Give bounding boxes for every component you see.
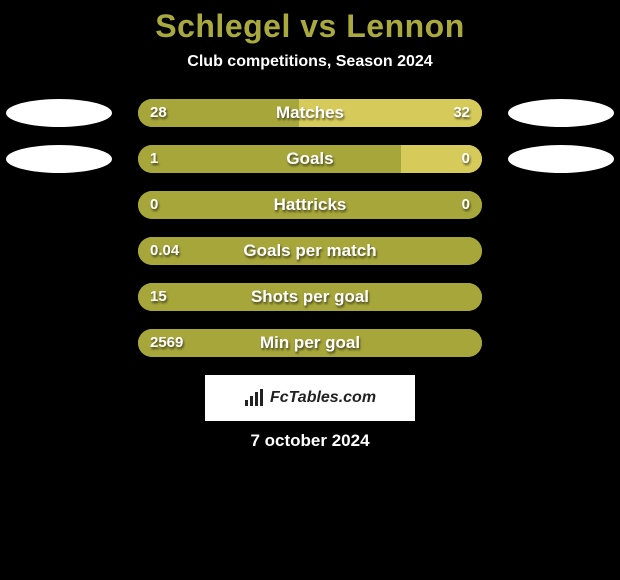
player-ellipse-left xyxy=(6,145,112,173)
stat-row: Hattricks0 0 xyxy=(0,191,620,219)
stat-label: Goals xyxy=(138,145,482,173)
stat-value-left: 0 xyxy=(150,191,158,219)
stat-value-left: 28 xyxy=(150,99,167,127)
stat-bar: Min per goal2569 xyxy=(138,329,482,357)
chart-icon xyxy=(244,389,266,407)
attribution-text: FcTables.com xyxy=(270,389,376,407)
attribution-badge: FcTables.com xyxy=(205,375,415,421)
stat-value-right: 32 xyxy=(453,99,470,127)
stat-bar: Goals per match0.04 xyxy=(138,237,482,265)
stat-bar: Shots per goal15 xyxy=(138,283,482,311)
stat-bar: Hattricks0 0 xyxy=(138,191,482,219)
comparison-infographic: Schlegel vs Lennon Club competitions, Se… xyxy=(0,0,620,451)
stat-bar: Matches28 32 xyxy=(138,99,482,127)
stat-value-left: 0.04 xyxy=(150,237,179,265)
player-ellipse-right xyxy=(508,99,614,127)
stat-value-right: 0 xyxy=(462,145,470,173)
stat-row: Matches28 32 xyxy=(0,99,620,127)
stat-row: Goals per match0.04 xyxy=(0,237,620,265)
stat-row: Goals1 0 xyxy=(0,145,620,173)
stat-label: Matches xyxy=(138,99,482,127)
stat-value-left: 2569 xyxy=(150,329,183,357)
player-ellipse-left xyxy=(6,99,112,127)
stat-value-left: 15 xyxy=(150,283,167,311)
stat-label: Hattricks xyxy=(138,191,482,219)
stat-label: Shots per goal xyxy=(138,283,482,311)
stat-row: Min per goal2569 xyxy=(0,329,620,357)
player-ellipse-right xyxy=(508,145,614,173)
date-label: 7 october 2024 xyxy=(0,431,620,451)
stat-bar: Goals1 0 xyxy=(138,145,482,173)
page-subtitle: Club competitions, Season 2024 xyxy=(0,53,620,71)
page-title: Schlegel vs Lennon xyxy=(0,8,620,45)
stat-label: Goals per match xyxy=(138,237,482,265)
stat-row: Shots per goal15 xyxy=(0,283,620,311)
stat-value-left: 1 xyxy=(150,145,158,173)
stat-value-right: 0 xyxy=(462,191,470,219)
stat-label: Min per goal xyxy=(138,329,482,357)
stat-rows: Matches2832Goals10Hattricks00Goals per m… xyxy=(0,99,620,357)
